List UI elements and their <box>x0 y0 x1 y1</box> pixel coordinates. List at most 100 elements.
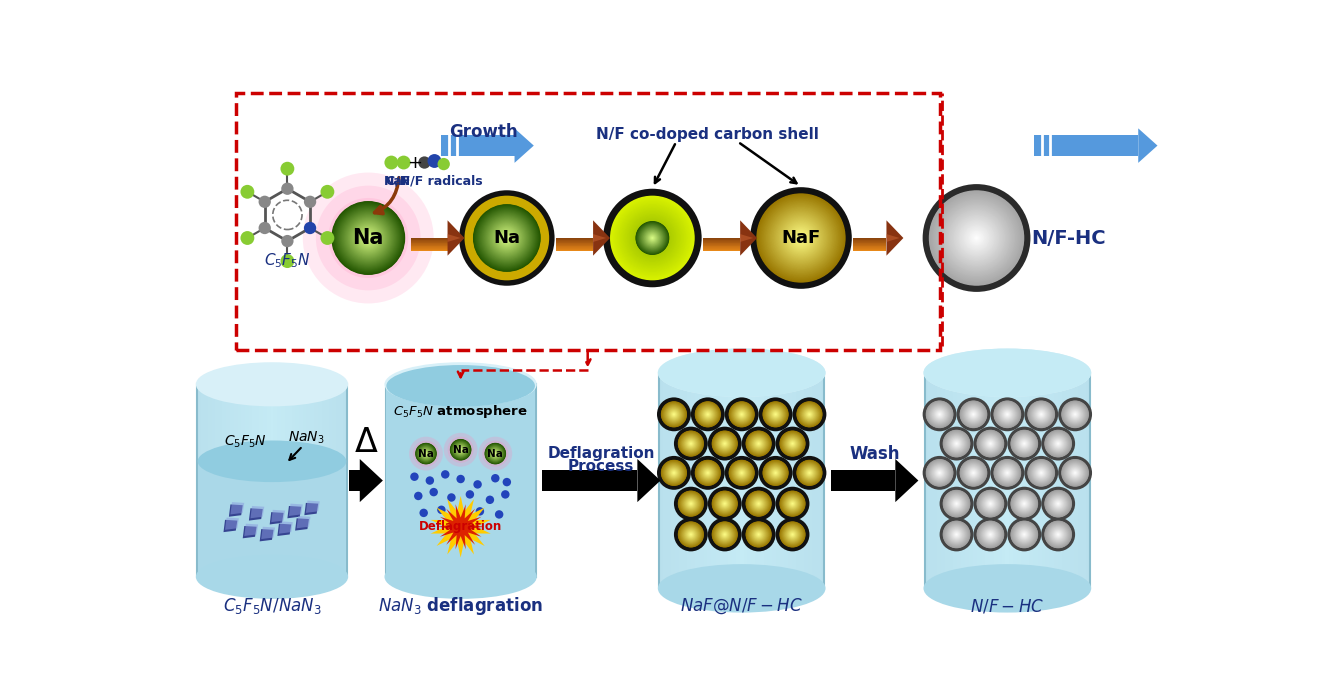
Circle shape <box>702 409 713 420</box>
Circle shape <box>498 230 515 246</box>
Circle shape <box>805 468 815 477</box>
Circle shape <box>679 522 704 547</box>
Circle shape <box>1061 400 1089 428</box>
Circle shape <box>739 471 743 475</box>
Circle shape <box>985 438 996 449</box>
Circle shape <box>641 226 664 250</box>
Circle shape <box>1031 463 1052 483</box>
Circle shape <box>1072 470 1078 476</box>
Circle shape <box>988 533 992 536</box>
Circle shape <box>651 237 654 239</box>
Circle shape <box>990 398 1024 431</box>
Circle shape <box>982 435 999 452</box>
Circle shape <box>963 224 990 252</box>
Circle shape <box>1004 411 1011 418</box>
Circle shape <box>465 490 474 498</box>
Circle shape <box>788 225 815 251</box>
Circle shape <box>958 220 995 256</box>
Circle shape <box>944 491 969 516</box>
Polygon shape <box>853 248 887 250</box>
Circle shape <box>804 468 815 478</box>
Circle shape <box>683 435 700 452</box>
Circle shape <box>934 410 945 419</box>
Circle shape <box>936 470 942 476</box>
Circle shape <box>998 463 1017 483</box>
Circle shape <box>713 433 735 455</box>
Circle shape <box>713 492 737 515</box>
Circle shape <box>977 430 1004 458</box>
Circle shape <box>688 500 693 507</box>
Circle shape <box>789 500 796 507</box>
Circle shape <box>783 524 803 545</box>
Circle shape <box>977 490 1004 517</box>
Circle shape <box>927 401 953 428</box>
Circle shape <box>1052 528 1064 540</box>
Circle shape <box>977 430 1004 457</box>
Circle shape <box>1037 410 1045 419</box>
Circle shape <box>1019 528 1031 540</box>
Circle shape <box>1007 414 1008 415</box>
Circle shape <box>677 430 704 456</box>
Circle shape <box>706 472 709 474</box>
Circle shape <box>986 498 995 509</box>
Circle shape <box>700 466 716 480</box>
Circle shape <box>687 499 696 508</box>
Circle shape <box>952 530 961 539</box>
Circle shape <box>940 202 1014 274</box>
Circle shape <box>712 431 737 456</box>
Circle shape <box>934 195 1019 281</box>
Circle shape <box>786 528 799 541</box>
Circle shape <box>660 460 687 486</box>
Circle shape <box>800 463 818 482</box>
Circle shape <box>787 438 799 450</box>
Circle shape <box>994 459 1020 486</box>
Circle shape <box>717 526 733 542</box>
Circle shape <box>689 503 692 505</box>
Circle shape <box>333 204 402 272</box>
Text: Na: Na <box>488 449 503 458</box>
Circle shape <box>1016 526 1032 542</box>
Circle shape <box>689 533 692 536</box>
Circle shape <box>713 523 737 546</box>
Circle shape <box>1021 532 1027 537</box>
Polygon shape <box>349 470 360 491</box>
Circle shape <box>734 407 749 421</box>
Circle shape <box>714 524 734 545</box>
Circle shape <box>683 526 700 543</box>
Circle shape <box>699 464 717 482</box>
Circle shape <box>688 531 695 538</box>
Circle shape <box>720 438 730 449</box>
Circle shape <box>1052 498 1064 510</box>
Circle shape <box>642 227 663 249</box>
Circle shape <box>747 433 770 454</box>
Circle shape <box>1052 528 1065 541</box>
Circle shape <box>789 440 796 447</box>
Circle shape <box>1048 434 1068 454</box>
Circle shape <box>938 413 941 415</box>
Circle shape <box>737 410 747 419</box>
Circle shape <box>1016 526 1033 543</box>
Circle shape <box>788 500 796 507</box>
Circle shape <box>772 209 829 267</box>
Circle shape <box>1031 404 1052 425</box>
Circle shape <box>1029 461 1053 485</box>
Circle shape <box>1020 500 1028 507</box>
Circle shape <box>983 496 998 512</box>
Circle shape <box>722 531 728 538</box>
Circle shape <box>680 494 701 514</box>
Circle shape <box>670 468 679 477</box>
Circle shape <box>772 411 779 418</box>
Circle shape <box>1057 442 1060 445</box>
Circle shape <box>986 529 995 540</box>
Circle shape <box>932 193 1021 283</box>
Circle shape <box>796 460 822 486</box>
Circle shape <box>722 501 728 506</box>
Circle shape <box>702 467 713 479</box>
Ellipse shape <box>659 349 825 396</box>
Polygon shape <box>411 239 448 240</box>
Circle shape <box>646 232 658 244</box>
Circle shape <box>978 491 1002 516</box>
Circle shape <box>366 237 369 239</box>
Circle shape <box>978 432 1002 456</box>
Circle shape <box>949 526 965 542</box>
